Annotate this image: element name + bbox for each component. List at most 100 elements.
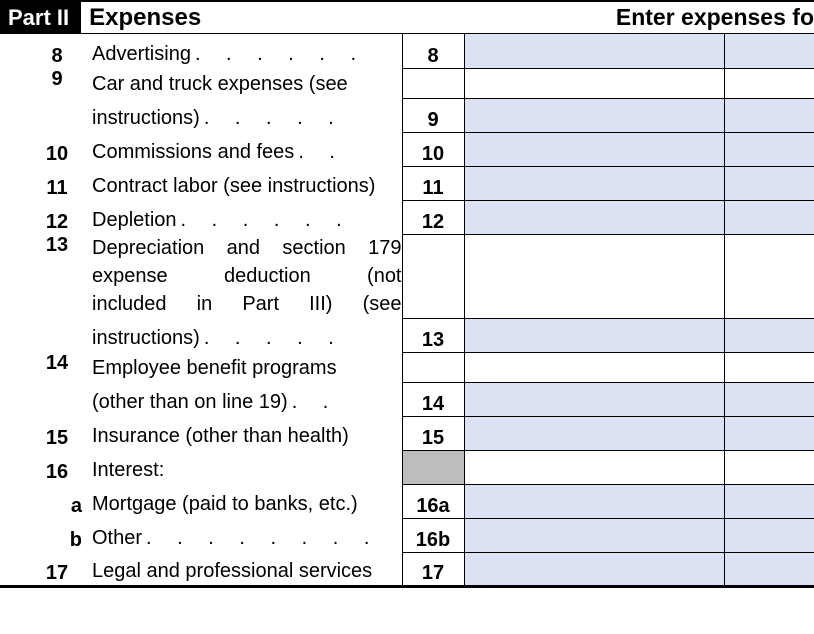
amount-cell-b[interactable]	[724, 318, 814, 352]
amount-input-9b[interactable]	[725, 99, 814, 132]
amount-input-16b-a[interactable]	[465, 519, 724, 552]
amount-cell-b[interactable]	[724, 552, 814, 586]
line-number: 13	[22, 234, 92, 318]
line-desc-part1: Car and truck expenses (see	[92, 68, 402, 98]
leader-dots: . . . . .	[200, 324, 402, 352]
box-gap	[402, 234, 464, 318]
amount-input-11b[interactable]	[725, 167, 814, 200]
amount-cell-b[interactable]	[724, 132, 814, 166]
amount-input-8b[interactable]	[725, 34, 814, 68]
box-gap	[402, 352, 464, 382]
box-number: 12	[402, 200, 464, 234]
line-desc: Contract labor (see instructions)	[92, 166, 402, 200]
amount-input-14a[interactable]	[465, 383, 724, 416]
amount-input-17a[interactable]	[465, 553, 724, 585]
amount-cell-a[interactable]	[464, 34, 724, 68]
amount-cell-a[interactable]	[464, 98, 724, 132]
line-number: 12	[22, 200, 92, 234]
line-desc-part2: instructions). . . . .	[92, 98, 402, 132]
amount-input-10b[interactable]	[725, 133, 814, 166]
amount-input-11a[interactable]	[465, 167, 724, 200]
box-gap	[402, 68, 464, 98]
line-desc: Advertising. . . . . .	[92, 34, 402, 68]
leader-dots: . . . . .	[200, 104, 402, 132]
amount-cell-a[interactable]	[464, 318, 724, 352]
header-instruction: Enter expenses fo	[616, 2, 814, 33]
line-13-bottom: instructions). . . . . 13	[0, 318, 814, 352]
leader-dots: . . . . . .	[177, 206, 402, 234]
amount-gap	[724, 234, 814, 318]
amount-input-17b[interactable]	[725, 553, 814, 585]
amount-input-12b[interactable]	[725, 201, 814, 234]
line-17: 17 Legal and professional services 17	[0, 552, 814, 586]
expense-table: 8 Advertising. . . . . . 8 9 Car and tru…	[0, 34, 814, 588]
amount-input-8a[interactable]	[465, 34, 724, 68]
line-14-top: 14 Employee benefit programs	[0, 352, 814, 382]
amount-gap	[464, 234, 724, 318]
line-desc-tail: instructions). . . . .	[92, 318, 402, 352]
amount-gap	[464, 68, 724, 98]
amount-cell-b[interactable]	[724, 200, 814, 234]
line-desc: Insurance (other than health)	[92, 416, 402, 450]
form-part-2: Part II Expenses Enter expenses fo 8 Adv…	[0, 0, 814, 588]
line-desc: Interest:	[92, 450, 402, 484]
amount-cell-b[interactable]	[724, 416, 814, 450]
line-desc-part2: (other than on line 19). .	[92, 382, 402, 416]
amount-cell-a[interactable]	[464, 552, 724, 586]
amount-cell-a[interactable]	[464, 132, 724, 166]
amount-input-15b[interactable]	[725, 417, 814, 450]
amount-cell-b[interactable]	[724, 98, 814, 132]
amount-gap	[464, 450, 724, 484]
amount-cell-b[interactable]	[724, 484, 814, 518]
amount-cell-b[interactable]	[724, 166, 814, 200]
line-15: 15 Insurance (other than health) 15	[0, 416, 814, 450]
line-desc: Mortgage (paid to banks, etc.)	[92, 484, 402, 518]
amount-input-13a[interactable]	[465, 319, 724, 352]
amount-input-16b-b[interactable]	[725, 519, 814, 552]
line-number: 17	[22, 552, 92, 586]
line-desc: Depletion. . . . . .	[92, 200, 402, 234]
amount-input-10a[interactable]	[465, 133, 724, 166]
amount-input-16a-b[interactable]	[725, 485, 814, 518]
amount-cell-b[interactable]	[724, 518, 814, 552]
amount-input-9a[interactable]	[465, 99, 724, 132]
amount-input-15a[interactable]	[465, 417, 724, 450]
leader-dots: . .	[294, 138, 401, 166]
amount-cell-a[interactable]	[464, 518, 724, 552]
amount-cell-a[interactable]	[464, 416, 724, 450]
amount-input-14b[interactable]	[725, 383, 814, 416]
line-16: 16 Interest:	[0, 450, 814, 484]
leader-dots: . . . . . .	[191, 40, 402, 68]
line-number: 9	[22, 68, 92, 98]
amount-cell-a[interactable]	[464, 382, 724, 416]
line-sub-letter: a	[22, 484, 92, 518]
line-14-bottom: (other than on line 19). . 14	[0, 382, 814, 416]
amount-gap	[724, 352, 814, 382]
line-number: 8	[22, 34, 92, 68]
line-16a: a Mortgage (paid to banks, etc.) 16a	[0, 484, 814, 518]
line-sub-letter: b	[22, 518, 92, 552]
line-11: 11 Contract labor (see instructions) 11	[0, 166, 814, 200]
box-number: 16a	[402, 484, 464, 518]
amount-input-12a[interactable]	[465, 201, 724, 234]
line-number: 15	[22, 416, 92, 450]
amount-cell-a[interactable]	[464, 166, 724, 200]
amount-cell-a[interactable]	[464, 200, 724, 234]
line-number: 11	[22, 166, 92, 200]
amount-cell-b[interactable]	[724, 34, 814, 68]
amount-gap	[464, 352, 724, 382]
amount-cell-a[interactable]	[464, 484, 724, 518]
line-10: 10 Commissions and fees. . 10	[0, 132, 814, 166]
amount-input-16a-a[interactable]	[465, 485, 724, 518]
box-number: 14	[402, 382, 464, 416]
box-number: 17	[402, 552, 464, 586]
line-9-top: 9 Car and truck expenses (see	[0, 68, 814, 98]
box-number: 10	[402, 132, 464, 166]
box-number-gray	[402, 450, 464, 484]
amount-cell-b[interactable]	[724, 382, 814, 416]
line-8: 8 Advertising. . . . . . 8	[0, 34, 814, 68]
line-desc: Legal and professional services	[92, 552, 402, 586]
amount-input-13b[interactable]	[725, 319, 814, 352]
box-number: 13	[402, 318, 464, 352]
part-badge: Part II	[0, 2, 81, 33]
